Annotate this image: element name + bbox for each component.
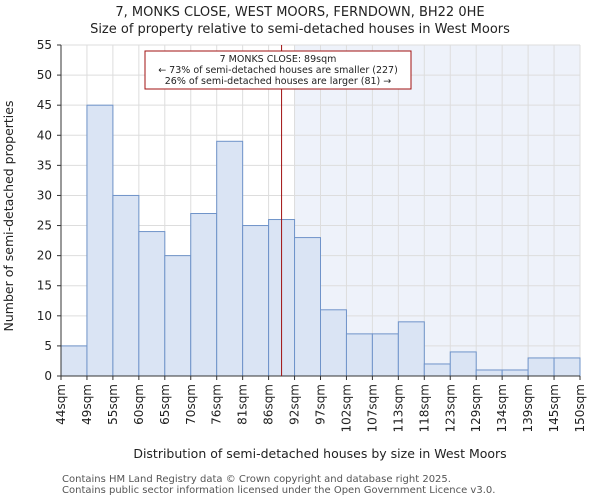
- bar-113sqm: [397, 321, 425, 377]
- bar-118sqm: [423, 363, 451, 377]
- annotation-line-3: 26% of semi-detached houses are larger (…: [165, 76, 392, 87]
- x-tick-label: 86sqm: [262, 384, 276, 425]
- x-tick-label: 55sqm: [106, 384, 120, 425]
- x-tick-label: 150sqm: [573, 384, 587, 432]
- bar-145sqm: [553, 357, 581, 377]
- annotation-line-1: 7 MONKS CLOSE: 89sqm: [220, 54, 337, 65]
- x-tick-label: 97sqm: [314, 384, 328, 425]
- bar-102sqm: [345, 333, 373, 377]
- x-tick-label: 70sqm: [184, 384, 198, 425]
- annotation-box: [144, 50, 412, 90]
- x-tick-label: 134sqm: [495, 384, 509, 432]
- y-tick-label: 0: [44, 369, 52, 383]
- y-tick-label: 35: [37, 158, 52, 172]
- x-tick-label: 107sqm: [365, 384, 379, 432]
- y-tick-label: 45: [37, 98, 52, 112]
- bar-129sqm: [475, 369, 503, 377]
- bar-55sqm: [112, 194, 140, 377]
- bar-97sqm: [320, 309, 347, 377]
- x-tick-label: 81sqm: [236, 384, 250, 425]
- bar-107sqm: [371, 333, 399, 377]
- x-tick-label: 145sqm: [547, 384, 561, 432]
- bar-44sqm: [60, 345, 88, 377]
- bar-70sqm: [190, 213, 218, 377]
- y-tick-label: 15: [37, 279, 52, 293]
- chart-subtitle: Size of property relative to semi-detach…: [90, 22, 510, 37]
- x-tick-label: 113sqm: [391, 384, 405, 432]
- bar-139sqm: [527, 357, 555, 377]
- y-tick-label: 20: [37, 249, 52, 263]
- bar-134sqm: [501, 369, 529, 377]
- x-tick-label: 65sqm: [158, 384, 172, 425]
- x-tick-label: 129sqm: [469, 384, 483, 432]
- bar-81sqm: [242, 225, 270, 377]
- bar-65sqm: [164, 255, 192, 377]
- y-tick-label: 30: [37, 188, 52, 202]
- bar-76sqm: [216, 140, 244, 377]
- y-tick-label: 55: [37, 38, 52, 52]
- bar-92sqm: [294, 237, 321, 377]
- y-tick-label: 50: [37, 68, 52, 82]
- annotation-layer: 7 MONKS CLOSE: 89sqm← 73% of semi-detach…: [144, 45, 412, 376]
- x-tick-label: 44sqm: [54, 384, 68, 425]
- x-tick-label: 139sqm: [521, 384, 535, 432]
- y-tick-label: 10: [37, 309, 52, 323]
- chart-title: 7, MONKS CLOSE, WEST MOORS, FERNDOWN, BH…: [115, 5, 484, 20]
- x-tick-label: 123sqm: [443, 384, 457, 432]
- y-axis-label: Number of semi-detached properties: [1, 101, 16, 332]
- x-tick-label: 118sqm: [417, 384, 431, 432]
- footer-copyright: Contains HM Land Registry data © Crown c…: [62, 474, 451, 485]
- bar-49sqm: [86, 104, 114, 377]
- x-tick-label: 60sqm: [132, 384, 146, 425]
- bar-123sqm: [449, 351, 477, 377]
- x-tick-label: 49sqm: [80, 384, 94, 425]
- y-tick-label: 40: [37, 128, 52, 142]
- y-tick-label: 25: [37, 219, 52, 233]
- x-tick-label: 102sqm: [339, 384, 353, 432]
- x-tick-label: 92sqm: [288, 384, 302, 425]
- bar-60sqm: [138, 231, 166, 377]
- annotation-line-2: ← 73% of semi-detached houses are smalle…: [158, 65, 398, 76]
- axes-layer: 0 5 10 15 20 25 30 35 40 45 50 55 44sqm 49sqm 55sqm 60s…: [37, 38, 587, 432]
- x-axis-label: Distribution of semi-detached houses by …: [133, 446, 506, 461]
- x-tick-label: 76sqm: [210, 384, 224, 425]
- y-tick-label: 5: [44, 339, 52, 353]
- footer-licence: Contains public sector information licen…: [62, 485, 496, 496]
